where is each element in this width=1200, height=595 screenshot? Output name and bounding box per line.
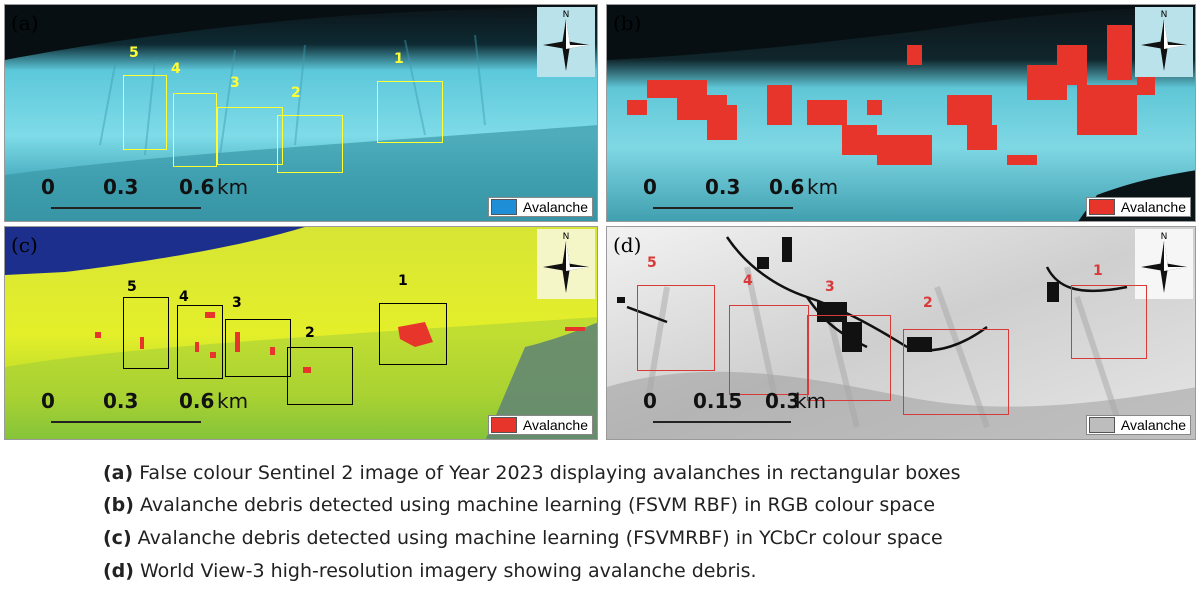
avalanche-box-1 <box>1071 285 1147 359</box>
box-number-1: 1 <box>398 273 408 289</box>
panel-b: (b) N 0 0.3 0.6 km Avalanche <box>606 4 1196 222</box>
avalanche-box-4 <box>173 93 217 167</box>
north-arrow-icon: N <box>1135 229 1193 299</box>
panel-a: (a) N 5 4 3 2 1 0 0.3 0.6 km Avalanche <box>4 4 598 222</box>
avalanche-box-5 <box>123 297 169 369</box>
legend: Avalanche <box>1085 197 1191 217</box>
box-number-5: 5 <box>129 45 139 61</box>
box-number-3: 3 <box>230 75 240 91</box>
caption-tag: (d) <box>103 560 134 582</box>
avalanche-box-1 <box>379 303 447 365</box>
box-number-4: 4 <box>179 289 189 305</box>
avalanche-box-3 <box>217 107 283 165</box>
north-arrow-icon: N <box>1135 7 1193 77</box>
caption-tag: (a) <box>103 462 134 484</box>
caption-tag: (c) <box>103 527 132 549</box>
panel-b-image <box>607 5 1195 221</box>
caption-text: World View-3 high-resolution imagery sho… <box>133 560 757 582</box>
caption-text: Avalanche debris detected using machine … <box>131 527 943 549</box>
box-number-3: 3 <box>232 295 242 311</box>
box-number-4: 4 <box>171 61 181 77</box>
legend-swatch <box>1088 199 1115 215</box>
box-number-1: 1 <box>394 51 404 67</box>
panel-b-label: (b) <box>613 11 642 35</box>
caption-d: (d) World View-3 high-resolution imagery… <box>103 560 757 582</box>
scale-bar: 0 0.15 0.3 km <box>643 389 843 429</box>
legend-label: Avalanche <box>522 199 588 215</box>
box-number-1: 1 <box>1093 263 1103 279</box>
legend: Avalanche <box>487 415 593 435</box>
box-number-5: 5 <box>647 255 657 271</box>
avalanche-box-2 <box>277 115 343 173</box>
legend: Avalanche <box>1085 415 1191 435</box>
svg-text:N: N <box>1161 232 1168 242</box>
svg-text:N: N <box>1161 10 1168 20</box>
north-arrow-icon: N <box>537 7 595 77</box>
avalanche-box-3 <box>225 319 291 377</box>
caption-b: (b) Avalanche debris detected using mach… <box>103 494 935 516</box>
legend-swatch <box>490 417 517 433</box>
box-number-3: 3 <box>825 279 835 295</box>
caption-c: (c) Avalanche debris detected using mach… <box>103 527 943 549</box>
caption-text: False colour Sentinel 2 image of Year 20… <box>133 462 961 484</box>
panel-c-label: (c) <box>11 233 38 257</box>
avalanche-box-5 <box>123 75 167 150</box>
box-number-2: 2 <box>923 295 933 311</box>
legend-swatch <box>490 199 517 215</box>
scale-unit: km <box>807 175 839 199</box>
box-number-5: 5 <box>127 279 137 295</box>
box-number-2: 2 <box>291 85 301 101</box>
legend-label: Avalanche <box>1120 417 1186 433</box>
avalanche-box-2 <box>287 347 353 405</box>
scale-unit: km <box>217 175 249 199</box>
svg-text:N: N <box>563 10 570 20</box>
avalanche-box-5 <box>637 285 715 371</box>
panel-a-image <box>5 5 597 221</box>
caption-text: Avalanche debris detected using machine … <box>133 494 936 516</box>
legend-swatch <box>1088 417 1115 433</box>
avalanche-box-1 <box>377 81 443 143</box>
panel-c-image <box>5 227 597 439</box>
north-arrow-icon: N <box>537 229 595 299</box>
avalanche-box-4 <box>729 305 809 395</box>
scale-bar: 0 0.3 0.6 km <box>41 175 248 215</box>
avalanche-box-4 <box>177 305 223 379</box>
panel-d: (d) N 5 4 3 2 1 0 0.15 0.3 km Avalanche <box>606 226 1196 440</box>
scale-bar: 0 0.3 0.6 km <box>41 389 248 429</box>
box-number-2: 2 <box>305 325 315 341</box>
svg-text:N: N <box>563 232 570 242</box>
scale-unit: km <box>217 389 249 413</box>
legend-label: Avalanche <box>1120 199 1186 215</box>
box-number-4: 4 <box>743 273 753 289</box>
avalanche-box-3 <box>807 315 891 401</box>
scale-unit: km <box>795 389 827 413</box>
avalanche-box-2 <box>903 329 1009 415</box>
scale-bar: 0 0.3 0.6 km <box>643 175 843 215</box>
caption-a: (a) False colour Sentinel 2 image of Yea… <box>103 462 961 484</box>
panel-a-label: (a) <box>11 11 39 35</box>
panel-d-label: (d) <box>613 233 642 257</box>
panel-c: (c) N 5 4 3 2 1 0 0.3 0.6 km Avalanche <box>4 226 598 440</box>
legend: Avalanche <box>487 197 593 217</box>
legend-label: Avalanche <box>522 417 588 433</box>
caption-tag: (b) <box>103 494 134 516</box>
